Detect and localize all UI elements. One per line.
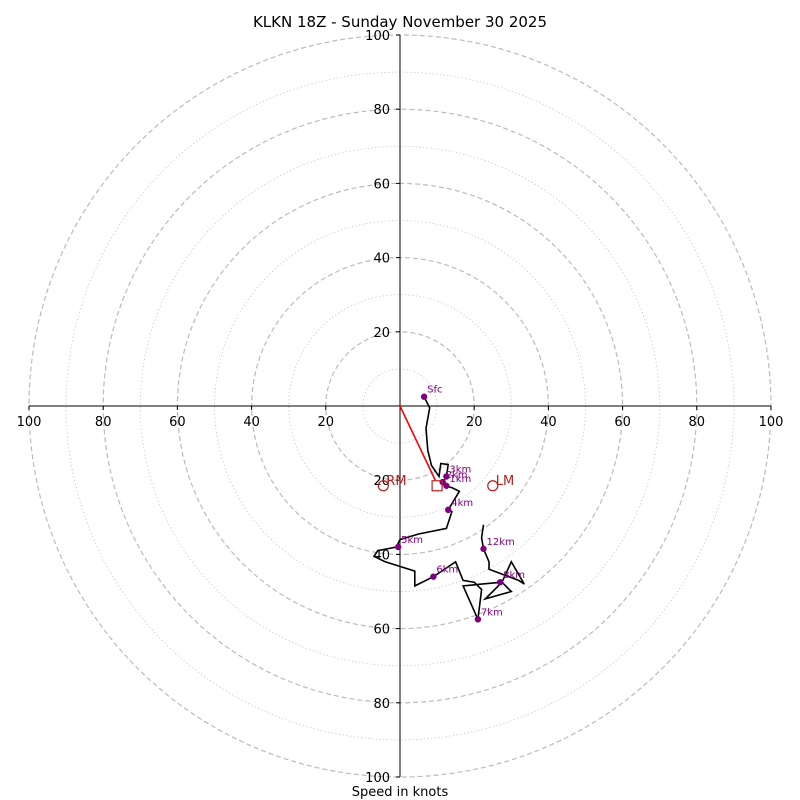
height-label-12km: 12km [486,537,514,548]
y-tick-label: 80 [373,103,390,118]
height-label-sfc: Sfc [427,385,442,396]
storm-motion-marker-rm [377,480,389,492]
x-tick-label: 40 [540,415,557,430]
height-label-7km: 7km [481,607,503,618]
x-tick-label: 20 [318,415,335,430]
x-tick-label: 60 [169,415,186,430]
storm-motion-label-rm: RM [386,474,406,489]
y-tick-label: 100 [365,29,390,44]
storm-motion-marker-mean-wind [431,480,443,492]
height-point-7km [474,616,482,623]
x-tick-label: 100 [17,415,42,430]
y-tick-label: 80 [373,697,390,712]
height-label-1km: 1km [449,474,471,485]
height-point-8km [496,579,504,586]
storm-motion-marker-lm [487,480,499,492]
y-tick-label: 40 [373,252,390,267]
y-tick-label: 100 [365,771,390,786]
height-point-5km [394,543,402,551]
storm-motion-markers: RM LM [377,474,514,492]
hodograph-series [372,396,525,623]
y-tick-label: 60 [373,623,390,638]
height-label-4km: 4km [451,498,473,509]
y-tick-label: 20 [373,326,390,341]
height-label-6km: 6km [436,565,458,576]
shear-vector-line [399,405,436,481]
height-label-3km: 3km [449,464,471,475]
x-axis-label: Speed in knots [352,785,449,800]
x-tick-label: 100 [759,415,784,430]
x-tick-label: 80 [689,415,706,430]
height-point-sfc [420,393,428,400]
x-tick-label: 40 [243,415,260,430]
x-tick-label: 20 [466,415,483,430]
chart-title: KLKN 18Z - Sunday November 30 2025 [253,13,547,31]
height-point-12km [480,545,487,553]
storm-motion-label-lm: LM [496,474,514,489]
height-label-2km: 2km [446,470,468,481]
hodograph-trace-line [372,396,525,623]
height-label-5km: 5km [401,535,423,546]
height-point-3km [443,473,450,480]
y-tick-label: 60 [373,177,390,192]
y-tick-label: 20 [373,474,390,489]
height-label-8km: 8km [503,570,525,581]
height-point-6km [430,573,437,580]
x-tick-label: 60 [614,415,631,430]
x-tick-label: 80 [95,415,112,430]
height-point-4km [445,506,452,514]
